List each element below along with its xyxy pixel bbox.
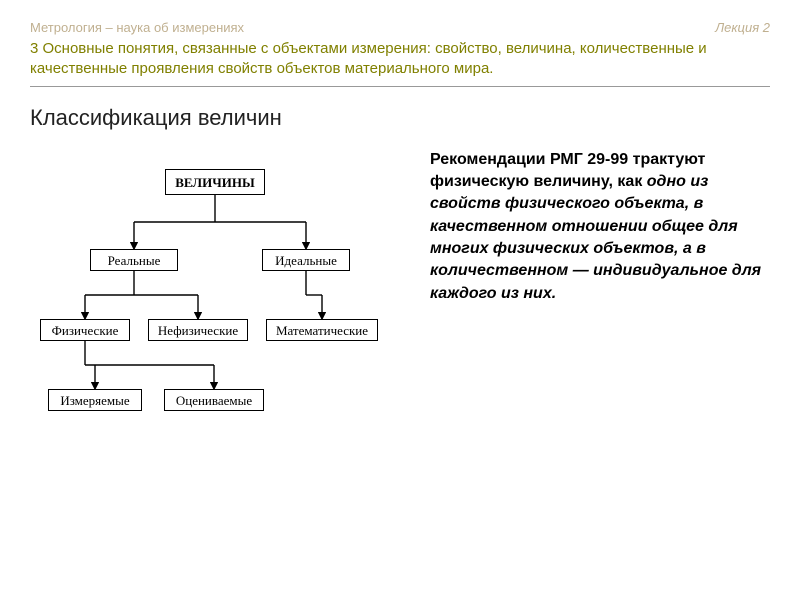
diagram-container: ВЕЛИЧИНЫ Реальные Идеальные Физические Нефиз…: [30, 149, 410, 489]
divider: [30, 86, 770, 87]
para-italic: одно из свойств физического объекта, в к…: [430, 173, 761, 302]
node-eval: Оцениваемые: [164, 389, 264, 411]
node-ideal: Идеальные: [262, 249, 350, 271]
subhead: Классификация величин: [30, 105, 770, 131]
header-subject: Метрология – наука об измерениях: [30, 20, 244, 35]
node-phys: Физические: [40, 319, 130, 341]
node-root: ВЕЛИЧИНЫ: [165, 169, 265, 195]
node-meas: Измеряемые: [48, 389, 142, 411]
description-text: Рекомендации РМГ 29-99 трактуют физическ…: [430, 149, 770, 489]
section-title: 3 Основные понятия, связанные с объектам…: [30, 39, 770, 80]
node-math: Математические: [266, 319, 378, 341]
header-lecture: Лекция 2: [715, 20, 770, 35]
node-nonphys: Нефизические: [148, 319, 248, 341]
node-real: Реальные: [90, 249, 178, 271]
